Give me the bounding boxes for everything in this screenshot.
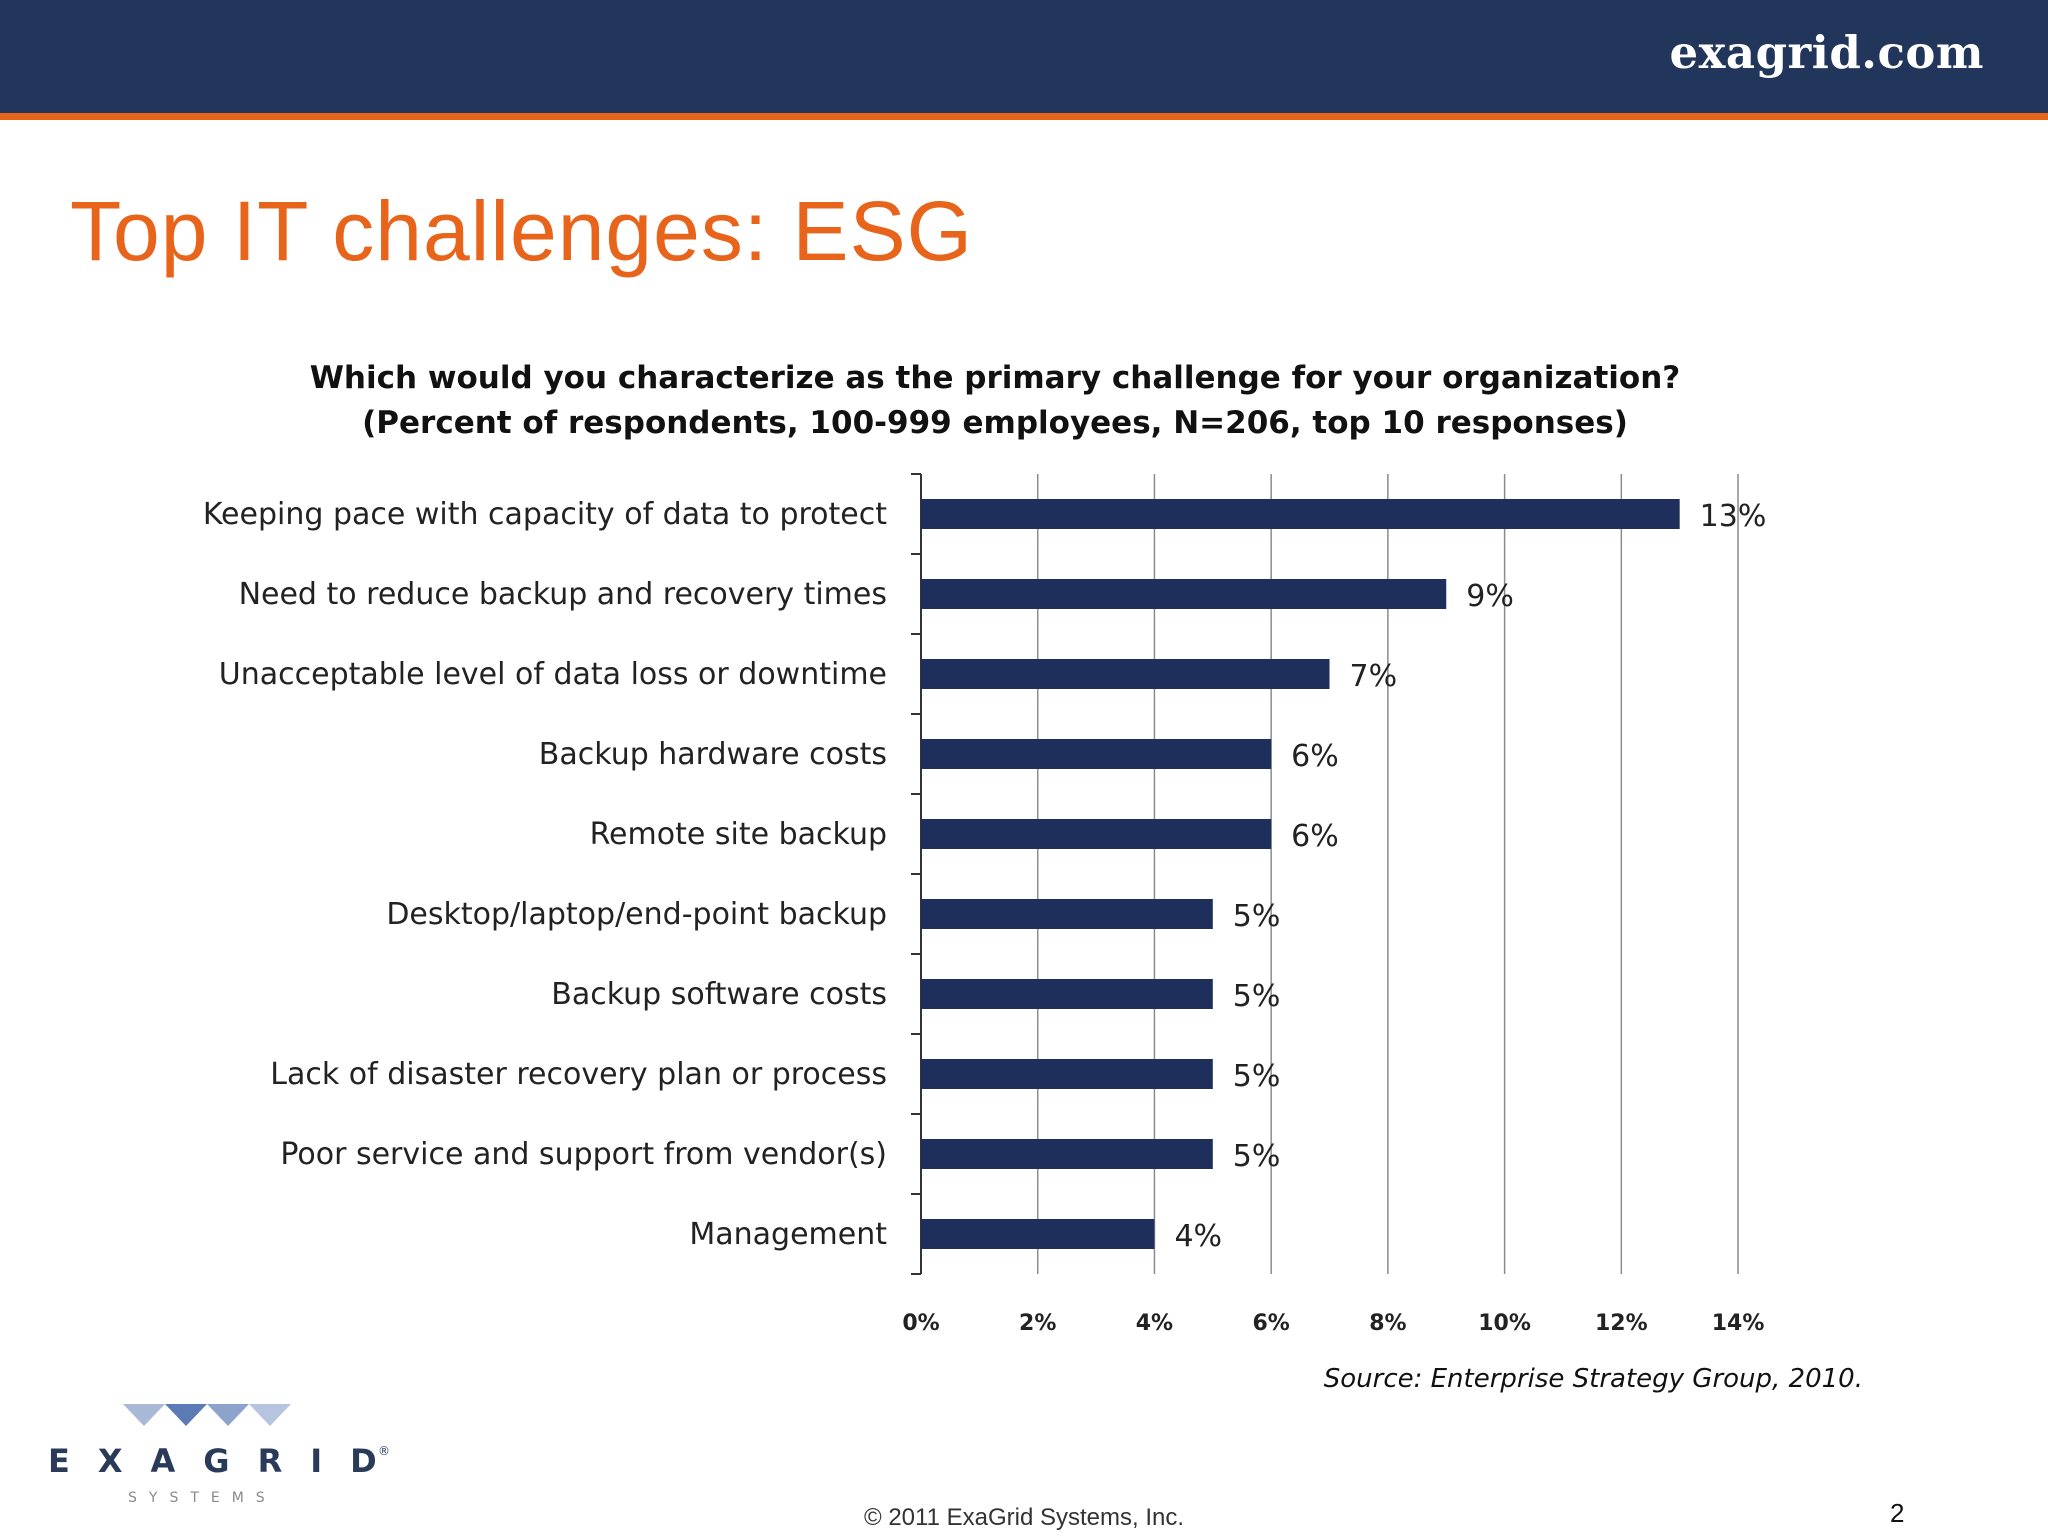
x-tick-label: 12% [1595, 1311, 1648, 1336]
data-label: 13% [1700, 499, 1767, 534]
data-label: 6% [1291, 739, 1339, 774]
x-tick-label: 8% [1369, 1311, 1406, 1336]
category-label: Poor service and support from vendor(s) [280, 1137, 887, 1172]
data-label: 5% [1233, 979, 1281, 1014]
x-tick-label: 4% [1136, 1311, 1173, 1336]
x-tick-label: 0% [902, 1311, 939, 1336]
logo-wordmark: EXAGRID [48, 1442, 405, 1480]
x-tick-label: 10% [1478, 1311, 1531, 1336]
logo-tagline: SYSTEMS [128, 1490, 277, 1506]
bar [921, 819, 1272, 849]
bar [921, 739, 1272, 769]
category-label: Need to reduce backup and recovery times [239, 577, 887, 612]
x-tick-label: 14% [1712, 1311, 1765, 1336]
header-bar: exagrid.com [0, 0, 2048, 113]
data-label: 7% [1350, 659, 1398, 694]
category-label: Backup hardware costs [539, 737, 887, 772]
category-label: Keeping pace with capacity of data to pr… [203, 497, 887, 532]
chart-title: Which would you characterize as the prim… [300, 356, 1690, 446]
category-label: Management [689, 1217, 887, 1252]
page-number: 2 [1890, 1498, 1905, 1528]
bar [921, 899, 1213, 929]
logo-registered-mark: ® [378, 1444, 390, 1458]
bar [921, 579, 1447, 609]
bar [921, 1059, 1213, 1089]
category-label: Unacceptable level of data loss or downt… [219, 657, 887, 692]
data-label: 6% [1291, 819, 1339, 854]
data-label: 4% [1174, 1219, 1222, 1254]
chart-title-line1: Which would you characterize as the prim… [309, 360, 1681, 396]
exagrid-logo: EXAGRID ® SYSTEMS [48, 1402, 408, 1512]
bar [921, 1219, 1155, 1249]
data-label: 5% [1233, 1139, 1281, 1174]
logo-mark-icon [123, 1404, 291, 1426]
source-note: Source: Enterprise Strategy Group, 2010. [1323, 1364, 1863, 1394]
category-label: Desktop/laptop/end-point backup [386, 897, 887, 932]
bar [921, 979, 1213, 1009]
data-label: 5% [1233, 1059, 1281, 1094]
x-tick-label: 6% [1252, 1311, 1289, 1336]
category-label: Lack of disaster recovery plan or proces… [270, 1057, 887, 1092]
category-label: Remote site backup [590, 817, 887, 852]
category-label: Backup software costs [551, 977, 887, 1012]
data-label: 5% [1233, 899, 1281, 934]
bar [921, 1139, 1213, 1169]
data-label: 9% [1466, 579, 1514, 614]
bar [921, 659, 1330, 689]
site-url[interactable]: exagrid.com [1669, 26, 1984, 79]
bar [921, 499, 1680, 529]
chart-title-line2: (Percent of respondents, 100-999 employe… [362, 405, 1628, 441]
copyright: © 2011 ExaGrid Systems, Inc. [863, 1504, 1185, 1531]
page-title: Top IT challenges: ESG [70, 184, 973, 278]
x-tick-label: 2% [1019, 1311, 1056, 1336]
header-accent-stripe [0, 113, 2048, 120]
